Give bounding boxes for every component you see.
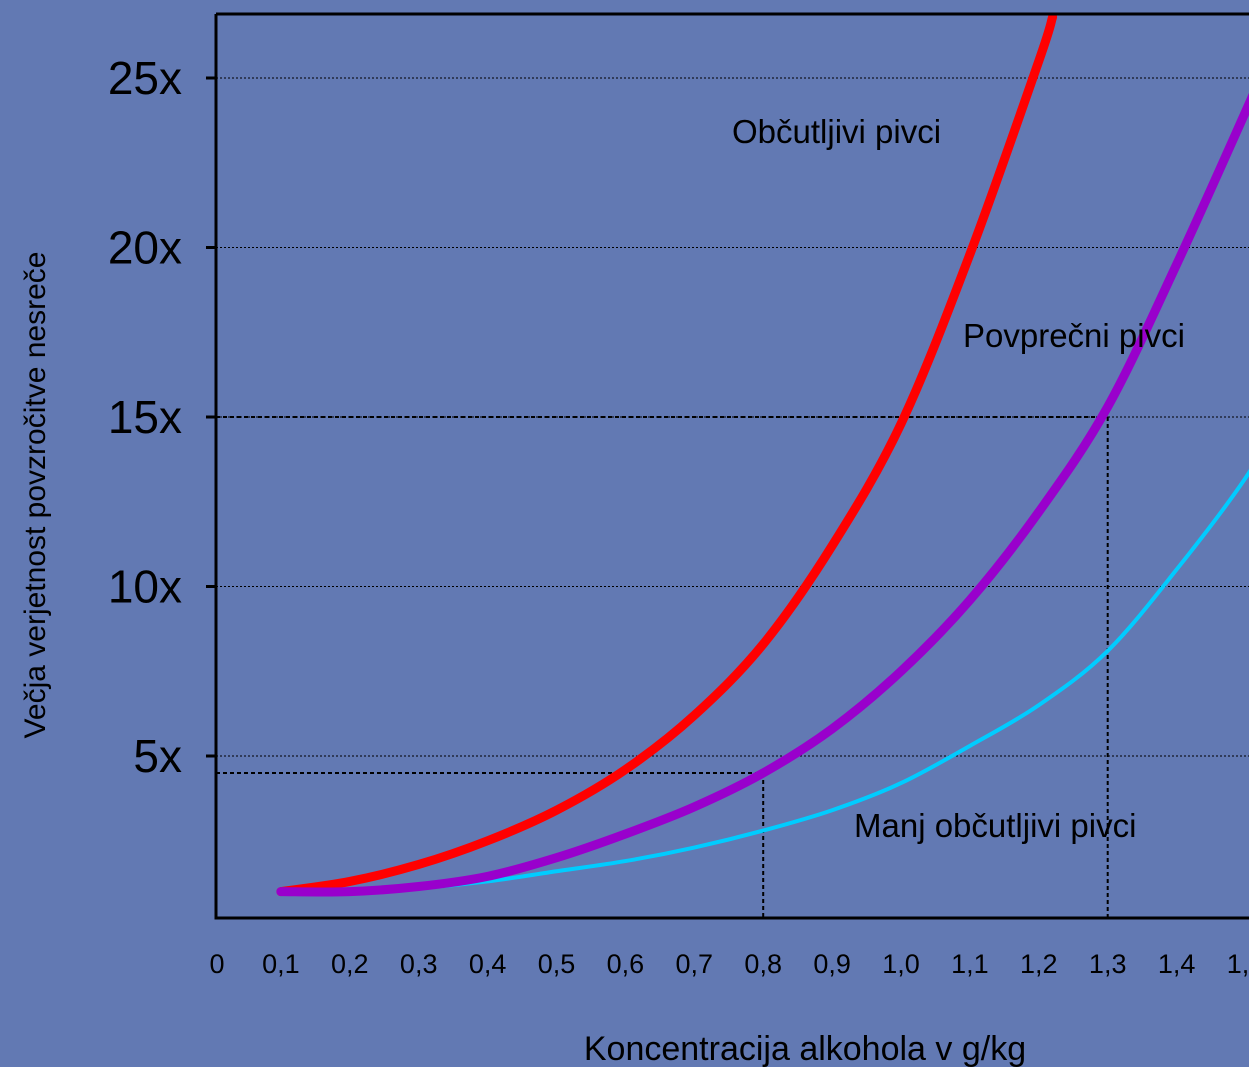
x-tick-label: 1,5 bbox=[1227, 949, 1249, 979]
series-labels: Občutljivi pivci Povprečni pivci Manj obču… bbox=[732, 113, 1185, 844]
series-label-less-sensitive: Manj občutljivi pivci bbox=[854, 807, 1136, 844]
x-tick-label: 0 bbox=[209, 949, 224, 979]
series-label-sensitive: Občutljivi pivci bbox=[732, 113, 941, 150]
x-tick-label: 0,7 bbox=[676, 949, 714, 979]
x-tick-label: 0,5 bbox=[538, 949, 576, 979]
axes bbox=[206, 12, 1249, 920]
y-axis-title: Večja verjetnost povzročitve nesreče bbox=[19, 252, 52, 739]
x-tick-label: 1,0 bbox=[882, 949, 920, 979]
series-line-average bbox=[276, 93, 1249, 897]
x-tick-label: 1,1 bbox=[951, 949, 989, 979]
x-tick-label: 0,1 bbox=[262, 949, 300, 979]
x-tick-label: 0,6 bbox=[607, 949, 645, 979]
x-tick-label: 0,9 bbox=[813, 949, 851, 979]
tick-labels: 5x 10x 15x 20x 25x 0 0,1 0,2 0,3 0,4 0,5 0,6 0,7 0,8 0… bbox=[108, 52, 1249, 979]
x-tick-label: 0,4 bbox=[469, 949, 507, 979]
gridlines bbox=[216, 77, 1249, 757]
y-tick-label: 15x bbox=[108, 391, 182, 443]
y-tick-label: 20x bbox=[108, 222, 182, 274]
x-tick-label: 1,3 bbox=[1089, 949, 1127, 979]
y-tick-label: 10x bbox=[108, 561, 182, 613]
x-tick-label: 0,2 bbox=[331, 949, 369, 979]
series-label-average: Povprečni pivci bbox=[963, 317, 1185, 354]
x-tick-label: 0,8 bbox=[744, 949, 782, 979]
series-line-sensitive bbox=[276, 12, 1058, 897]
x-tick-label: 1,2 bbox=[1020, 949, 1058, 979]
series-lines bbox=[276, 12, 1249, 897]
reference-lines bbox=[216, 416, 1109, 918]
y-tick-label: 25x bbox=[108, 52, 182, 104]
x-tick-label: 1,4 bbox=[1158, 949, 1196, 979]
x-tick-label: 0,3 bbox=[400, 949, 438, 979]
x-axis-title: Koncentracija alkohola v g/kg bbox=[584, 1030, 1026, 1067]
y-tick-label: 5x bbox=[133, 730, 182, 782]
